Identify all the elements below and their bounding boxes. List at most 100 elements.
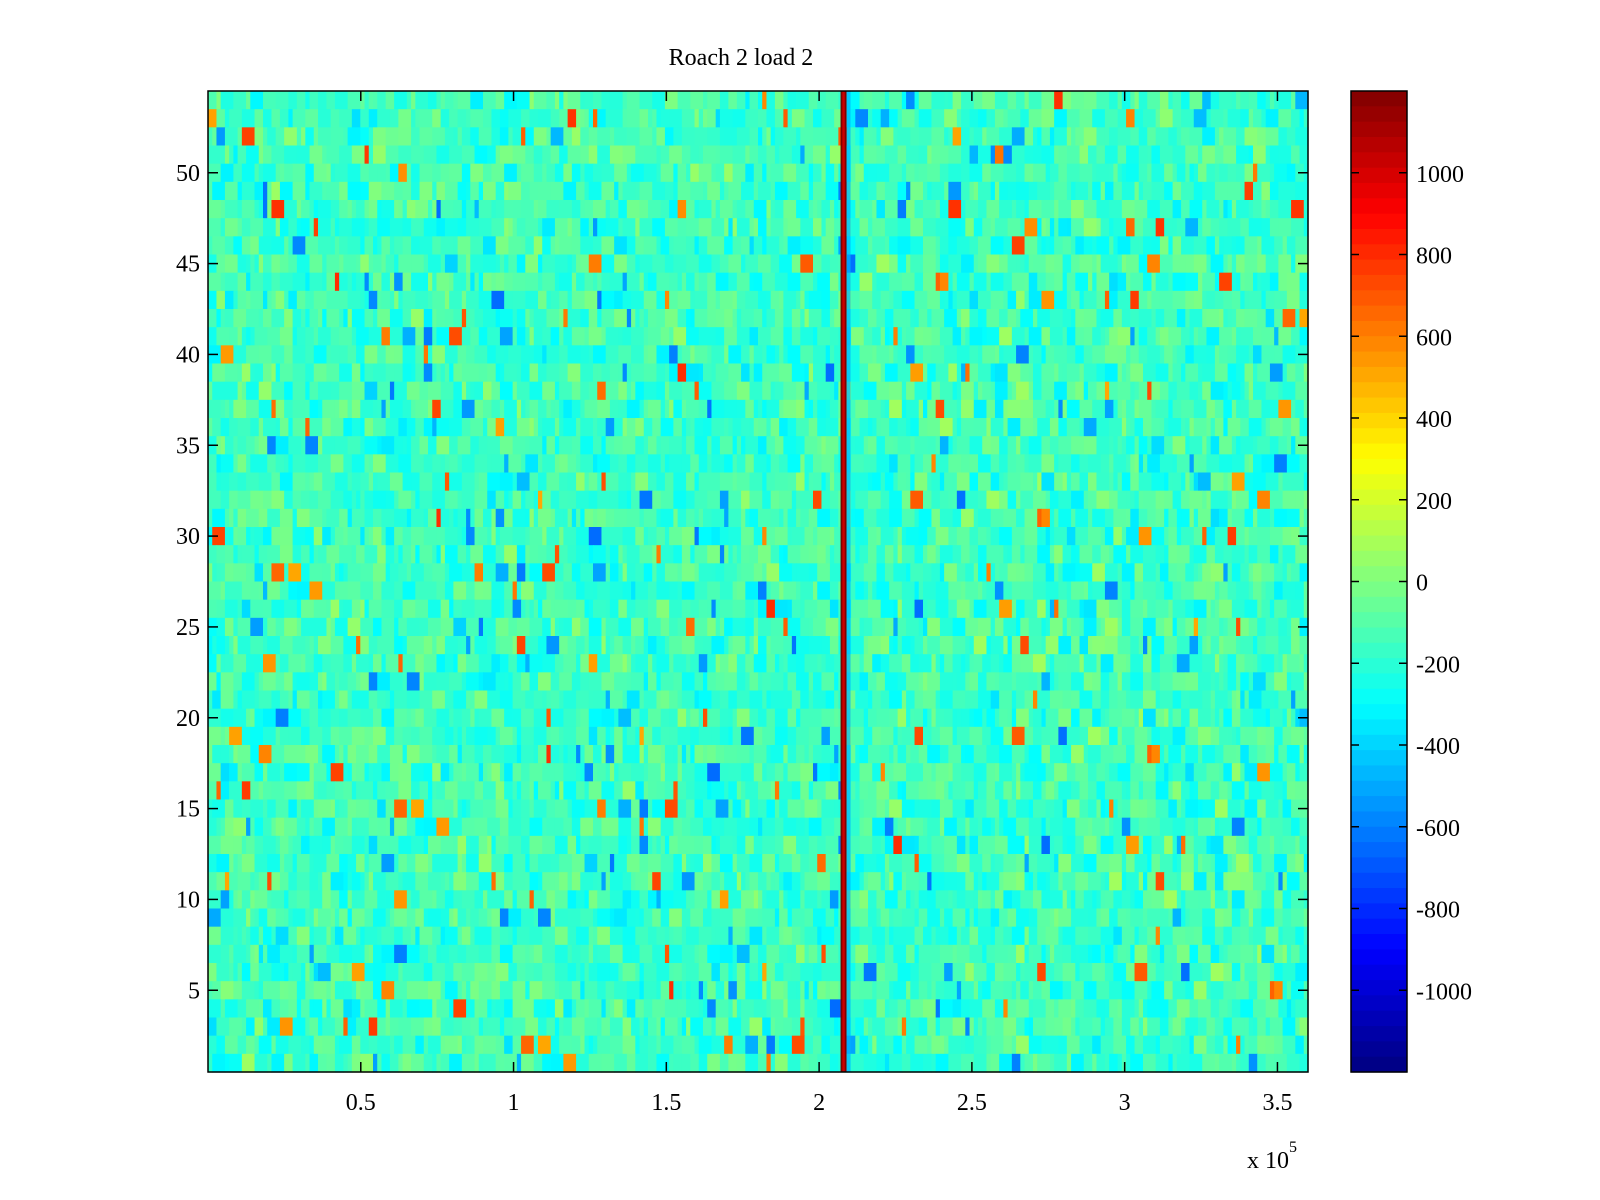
heatmap-cell: [241, 672, 256, 692]
heatmap-cell: [889, 290, 894, 310]
heatmap-cell: [834, 672, 839, 692]
heatmap-cell: [525, 309, 531, 328]
heatmap-cell: [296, 599, 302, 619]
heatmap-cell: [605, 599, 611, 619]
heatmap-cell: [419, 672, 425, 692]
heatmap-cell: [758, 708, 768, 728]
heatmap-cell: [868, 636, 882, 655]
heatmap-cell: [415, 581, 421, 601]
heatmap-cell: [648, 472, 658, 492]
heatmap-cell: [318, 163, 328, 183]
heatmap-cell: [1121, 436, 1127, 455]
heatmap-cell: [1257, 436, 1271, 455]
heatmap-cell: [1193, 254, 1208, 274]
heatmap-cell: [305, 127, 315, 147]
heatmap-cell: [1109, 472, 1114, 492]
heatmap-cell: [1223, 418, 1229, 437]
heatmap-cell: [1257, 163, 1271, 183]
heatmap-cell: [614, 763, 619, 782]
heatmap-cell: [601, 91, 611, 110]
heatmap-cell: [1176, 345, 1186, 365]
heatmap-cell: [796, 91, 810, 110]
heatmap-cell: [487, 418, 497, 437]
heatmap-cell: [1121, 200, 1136, 219]
heatmap-cell: [1219, 672, 1224, 692]
heatmap-cell: [986, 763, 996, 782]
heatmap-cell: [681, 345, 691, 365]
heatmap-cell: [525, 327, 531, 346]
heatmap-cell: [969, 726, 983, 746]
heatmap-cell: [948, 490, 954, 510]
heatmap-cell: [423, 672, 438, 692]
heatmap-cell: [1045, 527, 1051, 546]
heatmap-cell: [360, 254, 370, 274]
heatmap-cell: [762, 363, 768, 383]
heatmap-cell: [1189, 454, 1195, 474]
heatmap-cell: [796, 508, 801, 528]
heatmap-cell: [411, 127, 421, 147]
heatmap-cell: [876, 381, 890, 401]
heatmap-cell: [719, 381, 725, 401]
heatmap-cell: [664, 454, 670, 474]
heatmap-cell: [927, 745, 941, 764]
heatmap-cell: [956, 109, 962, 128]
heatmap-cell: [449, 763, 454, 782]
heatmap-cell: [330, 708, 340, 728]
heatmap-cell: [423, 454, 433, 474]
heatmap-cell: [1100, 254, 1110, 274]
heatmap-cell: [1282, 236, 1288, 256]
heatmap-cell: [686, 436, 696, 455]
heatmap-cell: [360, 109, 370, 128]
heatmap-cell: [1261, 690, 1275, 710]
heatmap-cell: [969, 127, 975, 147]
heatmap-cell: [1227, 654, 1237, 673]
heatmap-cell: [1134, 327, 1140, 346]
heatmap-cell: [639, 91, 653, 110]
heatmap-cell: [284, 290, 289, 310]
heatmap-cell: [656, 236, 662, 256]
heatmap-cell: [525, 399, 531, 419]
heatmap-cell: [855, 163, 865, 183]
heatmap-cell: [1033, 309, 1038, 328]
heatmap-cell: [487, 490, 497, 510]
heatmap-cell: [927, 309, 933, 328]
heatmap-cell: [495, 91, 505, 110]
heatmap-cell: [389, 327, 404, 346]
heatmap-cell: [542, 254, 556, 274]
heatmap-cell: [681, 272, 687, 292]
heatmap-cell: [263, 290, 268, 310]
heatmap-cell: [796, 672, 810, 692]
heatmap-cell: [749, 363, 755, 383]
heatmap-cell: [880, 109, 890, 128]
heatmap-cell: [288, 436, 302, 455]
heatmap-cell: [1291, 726, 1305, 746]
heatmap-cell: [554, 91, 560, 110]
heatmap-cell: [220, 563, 226, 583]
heatmap-cell: [770, 690, 784, 710]
heatmap-cell: [580, 163, 586, 183]
heatmap-cell: [1016, 490, 1021, 510]
heatmap-cell: [373, 254, 383, 274]
heatmap-cell: [758, 545, 772, 564]
heatmap-cell: [669, 345, 679, 365]
heatmap-cell: [808, 363, 814, 383]
heatmap-cell: [1236, 636, 1241, 655]
heatmap-cell: [267, 454, 277, 474]
heatmap-cell: [254, 708, 264, 728]
heatmap-cell: [774, 708, 789, 728]
heatmap-cell: [1181, 508, 1191, 528]
heatmap-cell: [631, 581, 636, 601]
heatmap-cell: [563, 527, 577, 546]
heatmap-cell: [1117, 399, 1123, 419]
heatmap-cell: [715, 363, 729, 383]
heatmap-cell: [1117, 327, 1131, 346]
heatmap-cell: [1143, 272, 1153, 292]
heatmap-cell: [330, 527, 336, 546]
heatmap-cell: [1227, 581, 1237, 601]
heatmap-cell: [351, 690, 357, 710]
heatmap-cell: [1151, 436, 1165, 455]
heatmap-cell: [1147, 145, 1153, 165]
heatmap-cell: [1126, 345, 1131, 365]
heatmap-cell: [956, 236, 971, 256]
heatmap-cell: [212, 363, 226, 383]
